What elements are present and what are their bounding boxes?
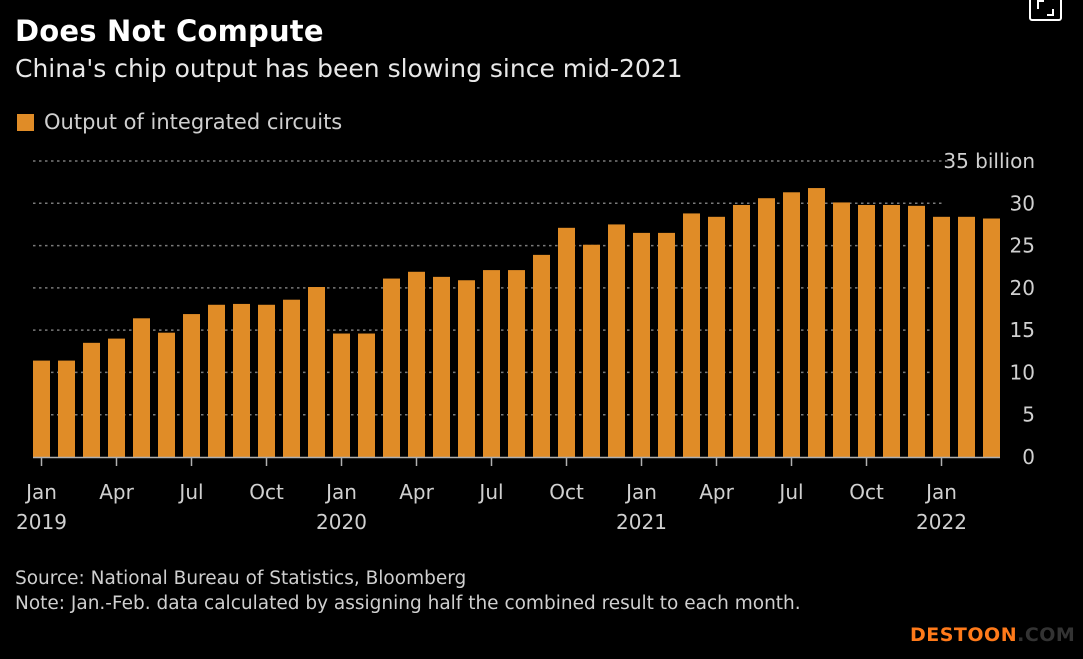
x-tick-label: Oct xyxy=(849,480,884,504)
bar xyxy=(683,213,700,457)
x-tick-label: Jan xyxy=(324,480,357,504)
y-axis-labels: 0 5 10 15 20 25 30 35 billion xyxy=(943,149,1035,469)
y-tick-label: 5 xyxy=(1022,403,1035,427)
bar xyxy=(983,218,1000,457)
x-tick-label: Jul xyxy=(177,480,203,504)
bars xyxy=(33,188,1000,457)
footer: Source: National Bureau of Statistics, B… xyxy=(15,566,845,616)
bar xyxy=(933,216,950,457)
expand-button[interactable] xyxy=(1029,0,1062,21)
y-tick-label: 0 xyxy=(1022,445,1035,469)
bar xyxy=(458,280,475,457)
x-tick-label: Jul xyxy=(777,480,803,504)
x-tick-label: Apr xyxy=(699,480,734,504)
bar xyxy=(883,204,900,457)
bar xyxy=(433,276,450,457)
bar xyxy=(783,192,800,457)
bar xyxy=(833,202,850,457)
bar xyxy=(533,254,550,457)
chart-subtitle: China's chip output has been slowing sin… xyxy=(15,54,683,83)
bar xyxy=(608,224,625,457)
bar xyxy=(283,299,300,457)
watermark-part2: .COM xyxy=(1017,624,1076,646)
x-tick-label: Apr xyxy=(99,480,134,504)
bar xyxy=(83,342,100,457)
y-tick-label: 20 xyxy=(1010,276,1035,300)
bar xyxy=(958,216,975,457)
bar xyxy=(483,270,500,457)
bar xyxy=(358,333,375,457)
bar xyxy=(208,304,225,457)
legend-swatch xyxy=(17,113,34,131)
legend: Output of integrated circuits xyxy=(17,110,342,134)
bar xyxy=(183,314,200,457)
x-tick-label: Jan xyxy=(624,480,657,504)
x-tick-label: Jan xyxy=(24,480,57,504)
x-tick-label: Apr xyxy=(399,480,434,504)
bar xyxy=(258,304,275,457)
y-tick-label: 30 xyxy=(1010,191,1035,215)
watermark: DESTOON.COM xyxy=(910,624,1075,646)
bar xyxy=(808,188,825,457)
bar xyxy=(858,204,875,457)
bar xyxy=(158,332,175,457)
bar xyxy=(908,205,925,457)
source-note: Source: National Bureau of Statistics, B… xyxy=(15,568,467,589)
bar xyxy=(758,198,775,457)
x-tick-label: Jul xyxy=(477,480,503,504)
bar xyxy=(233,303,250,457)
bar xyxy=(633,232,650,457)
bar xyxy=(658,232,675,457)
bar xyxy=(558,227,575,457)
bar xyxy=(133,318,150,457)
bar xyxy=(108,338,125,457)
bar xyxy=(308,287,325,457)
x-axis-labels: Jan 2019 Apr Jul Oct Jan 2020 Apr Jul Oct Jan 2021 A… xyxy=(16,480,967,534)
x-year-label: 2020 xyxy=(316,510,367,534)
bar xyxy=(383,278,400,457)
bar xyxy=(58,360,75,457)
y-tick-label: 25 xyxy=(1010,234,1035,258)
x-year-label: 2019 xyxy=(16,510,67,534)
bar xyxy=(333,333,350,457)
x-year-label: 2021 xyxy=(616,510,667,534)
expand-icon-corner xyxy=(1047,9,1054,16)
expand-icon xyxy=(1037,0,1044,9)
x-tick-label: Oct xyxy=(249,480,284,504)
bar xyxy=(408,271,425,457)
x-tick-label: Oct xyxy=(549,480,584,504)
legend-label: Output of integrated circuits xyxy=(44,110,343,134)
x-year-label: 2022 xyxy=(916,510,967,534)
bar xyxy=(708,216,725,457)
bar xyxy=(508,270,525,457)
y-tick-label: 15 xyxy=(1010,318,1035,342)
x-axis xyxy=(33,456,1000,466)
bar xyxy=(733,204,750,457)
watermark-part1: DESTOON xyxy=(910,624,1018,646)
y-tick-label: 35 billion xyxy=(943,149,1035,173)
bar xyxy=(583,244,600,457)
chart-title: Does Not Compute xyxy=(15,14,324,48)
x-tick-label: Jan xyxy=(924,480,957,504)
data-note: Note: Jan.-Feb. data calculated by assig… xyxy=(15,593,801,614)
bar xyxy=(33,360,50,457)
y-tick-label: 10 xyxy=(1010,360,1035,384)
